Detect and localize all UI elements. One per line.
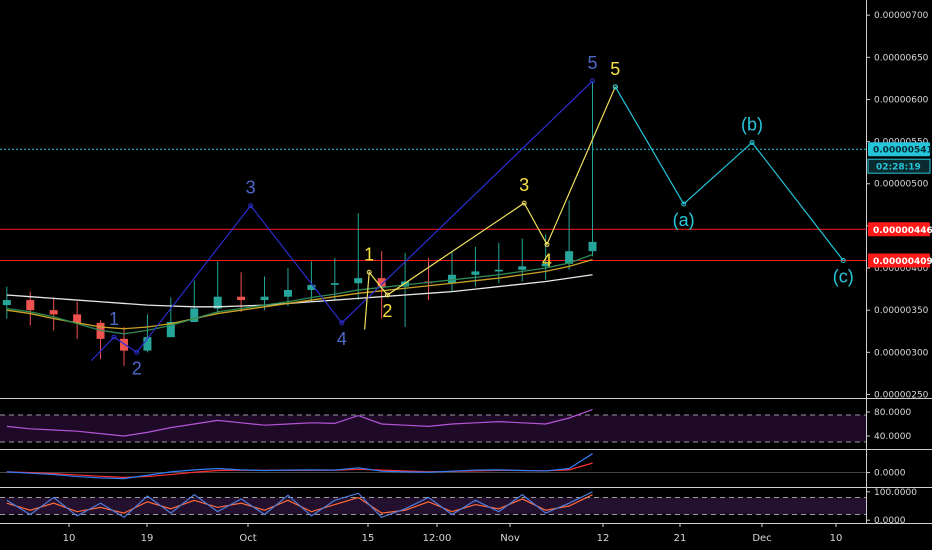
wave-point [366, 269, 372, 275]
wave-point [339, 320, 345, 326]
candle-body [565, 251, 574, 264]
moving-average-line [6, 274, 593, 308]
rsi-line [6, 409, 593, 437]
candle-body [143, 337, 152, 351]
wave-point [840, 257, 846, 263]
yellow-wave-label: 3 [519, 175, 529, 195]
yellow-wave-label: 4 [542, 250, 552, 270]
price-tick-label: 0.00000650 [874, 53, 929, 63]
rsi-tick-label: 80.0000 [874, 408, 911, 418]
price-axis[interactable]: 0.000007000.000006500.000006000.00000550… [866, 11, 932, 526]
wave-point [111, 334, 117, 340]
price-tick-label: 0.00000700 [874, 11, 929, 21]
price-tick-label: 0.00000600 [874, 95, 929, 105]
time-tick-label: Nov [500, 533, 520, 544]
candle-body [307, 284, 316, 290]
moving-average-line [6, 258, 593, 330]
time-tick-label: Oct [239, 533, 256, 544]
moving-average-line [6, 253, 593, 335]
price-badge-label: 0.00000446 [873, 226, 932, 236]
time-tick-label: Dec [752, 533, 771, 544]
candle-body [330, 283, 339, 285]
time-tick-label: 12 [597, 533, 610, 544]
candle-body [518, 266, 527, 270]
candle-body [471, 271, 480, 275]
candle-body [283, 289, 292, 297]
price-tick-label: 0.00000250 [874, 390, 929, 400]
macd-tick-label: 0.0000 [874, 469, 906, 479]
candle-body [119, 338, 128, 351]
yellow-wave-label: 1 [364, 244, 374, 264]
candle-body [213, 296, 222, 309]
candle-body [447, 274, 456, 284]
price-badge [868, 142, 930, 157]
blue-wave-line [90, 80, 593, 362]
stoch-tick-label: 100.0000 [874, 488, 917, 498]
candle-body [49, 310, 58, 315]
price-badge-label: 0.00000541 [873, 146, 932, 156]
forecast-wave-label: (b) [741, 114, 763, 134]
wave-point [590, 78, 596, 84]
yellow-wave-label: 2 [382, 301, 392, 321]
wave-point [544, 241, 550, 247]
wave-point [384, 292, 390, 298]
yellow-wave-label: 5 [610, 59, 620, 79]
countdown-badge [867, 158, 931, 174]
candle-body [237, 296, 246, 301]
candle-body [73, 314, 82, 323]
yellow-wave-line [364, 86, 616, 330]
time-tick-label: 12:00 [423, 533, 452, 544]
candle-body [541, 263, 550, 267]
price-tick-label: 0.00000400 [874, 264, 929, 274]
wave-point [248, 203, 254, 209]
time-tick-label: 10 [63, 533, 76, 544]
wave-point [134, 349, 140, 355]
wave-point [521, 200, 527, 206]
candle-body [26, 300, 35, 311]
blue-wave-label: 5 [588, 53, 598, 73]
candle-body [494, 269, 503, 272]
candle-body [588, 241, 597, 252]
time-tick-label: 15 [362, 533, 375, 544]
time-axis[interactable]: 10 19 Oct 15 12:00 Nov 12 21 Dec 10 [63, 523, 843, 544]
stoch-tick-label: 0.0000 [874, 516, 906, 526]
price-badge-label: 0.00000409 [873, 257, 932, 267]
stoch-k-line [6, 491, 593, 519]
rsi-tick-label: 40.0000 [874, 432, 911, 442]
time-tick-label: 10 [830, 533, 843, 544]
forecast-wave-label: (a) [673, 210, 695, 230]
rsi-band [0, 415, 866, 442]
candle-body [377, 278, 386, 287]
price-tick-label: 0.00000500 [874, 180, 929, 190]
forecast-wave-label: (c) [833, 266, 854, 286]
macd-line [6, 453, 593, 480]
candle-body [401, 281, 410, 287]
time-tick-label: 21 [674, 533, 687, 544]
candle-body [354, 278, 363, 284]
candle-body [2, 300, 11, 306]
wave-point [612, 84, 618, 90]
wave-point [681, 201, 687, 207]
blue-wave-label: 1 [109, 309, 119, 329]
candle-body [166, 321, 175, 338]
wave-point [749, 139, 755, 145]
forecast-wave-line [614, 86, 844, 261]
blue-wave-label: 2 [132, 358, 142, 378]
blue-wave-label: 4 [337, 329, 347, 349]
blue-wave-label: 3 [246, 178, 256, 198]
price-tick-label: 0.00000350 [874, 306, 929, 316]
price-badge [868, 222, 930, 237]
price-tick-label: 0.00000300 [874, 348, 929, 358]
chart-panes: 1 2 3 4 5 1 2 3 4 5 (a) (b) (c) [0, 0, 932, 524]
candle-body [190, 308, 199, 322]
time-tick-label: 19 [141, 533, 154, 544]
countdown-label: 02:28:19 [876, 163, 921, 173]
price-badge [868, 253, 930, 268]
candle-body [260, 296, 269, 301]
